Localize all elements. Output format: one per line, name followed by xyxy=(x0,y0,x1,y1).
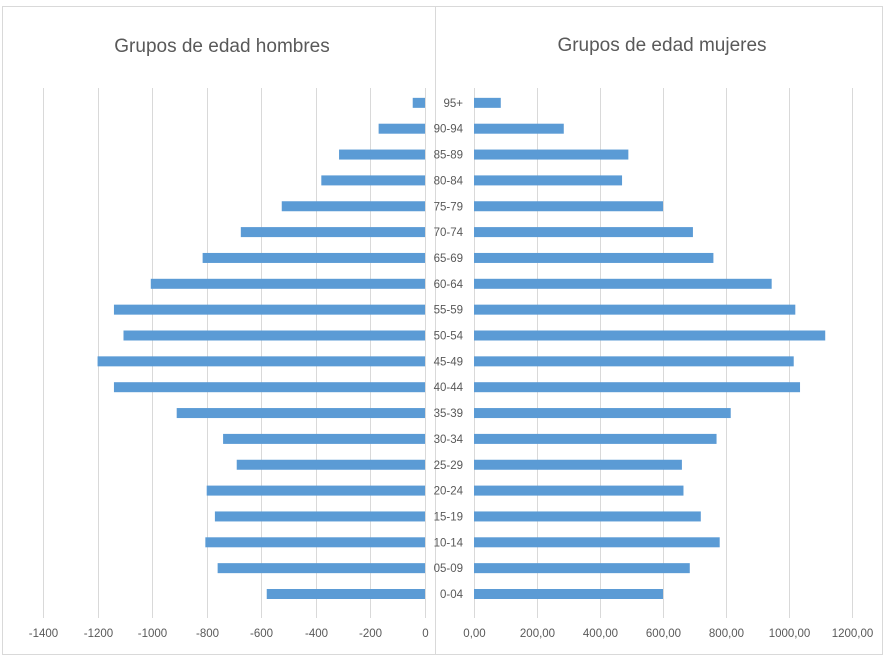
left-bar xyxy=(202,252,425,263)
right-bar xyxy=(474,511,701,522)
right-bar xyxy=(474,304,796,315)
age-group-label: 30-34 xyxy=(434,434,464,446)
right-x-tick-label: 400,00 xyxy=(583,628,618,640)
left-bar xyxy=(150,278,425,289)
left-bar xyxy=(176,408,425,419)
right-x-tick-label: 200,00 xyxy=(520,628,555,640)
right-x-tick-label: 1200,00 xyxy=(832,628,874,640)
left-bar xyxy=(266,589,425,599)
right-bar xyxy=(474,227,693,238)
left-x-tick-label: -1200 xyxy=(84,628,113,640)
right-bar xyxy=(474,278,772,289)
right-bar xyxy=(474,485,684,496)
left-bar xyxy=(236,459,425,470)
right-bar xyxy=(474,408,731,419)
age-group-label: 85-89 xyxy=(434,150,463,162)
right-bar xyxy=(474,330,826,341)
left-bar xyxy=(113,382,425,393)
age-group-label: 15-19 xyxy=(434,511,463,523)
left-chart-title: Grupos de edad hombres xyxy=(114,36,329,57)
right-bar xyxy=(474,433,717,444)
left-bar xyxy=(240,227,425,238)
age-group-label: 45-49 xyxy=(434,356,463,368)
left-bar xyxy=(339,149,425,160)
left-x-tick-label: 0 xyxy=(422,628,428,640)
left-bar xyxy=(214,511,425,522)
age-group-label: 60-64 xyxy=(434,279,464,291)
age-group-label: 50-54 xyxy=(434,331,464,343)
left-bar xyxy=(113,304,425,315)
right-bar xyxy=(474,459,682,470)
age-group-label: 35-39 xyxy=(434,408,463,420)
labels: Grupos de edad hombres Grupos de edad mu… xyxy=(29,35,874,640)
left-bar xyxy=(206,485,425,496)
age-group-label: 75-79 xyxy=(434,201,463,213)
right-bar xyxy=(474,537,720,548)
left-bar xyxy=(412,97,425,108)
right-bar xyxy=(474,175,623,186)
age-group-label: 70-74 xyxy=(434,227,464,239)
right-x-tick-label: 0,00 xyxy=(463,628,485,640)
right-x-tick-label: 1000,00 xyxy=(769,628,811,640)
left-bar xyxy=(205,537,425,548)
right-chart-title: Grupos de edad mujeres xyxy=(557,35,766,56)
left-x-tick-label: -200 xyxy=(359,628,382,640)
left-x-tick-label: -1400 xyxy=(29,628,58,640)
age-group-label: 55-59 xyxy=(434,305,463,317)
right-x-tick-label: 800,00 xyxy=(709,628,744,640)
right-bar xyxy=(474,97,501,108)
right-x-tick-label: 600,00 xyxy=(646,628,681,640)
left-bar xyxy=(281,201,425,212)
age-group-label: 10-14 xyxy=(434,537,464,549)
age-group-label: 25-29 xyxy=(434,460,463,472)
right-bar xyxy=(474,382,801,393)
age-group-label: 80-84 xyxy=(434,175,464,187)
right-bar xyxy=(474,563,690,574)
age-group-label: 20-24 xyxy=(434,486,464,498)
left-x-tick-label: -1000 xyxy=(138,628,167,640)
bars xyxy=(97,97,826,599)
right-bar xyxy=(474,589,663,599)
left-x-tick-label: -400 xyxy=(305,628,328,640)
left-bar xyxy=(378,123,425,134)
left-bar xyxy=(223,433,425,444)
right-bar xyxy=(474,356,794,367)
age-group-label: 05-09 xyxy=(434,563,463,575)
right-bar xyxy=(474,252,714,263)
right-bar xyxy=(474,149,629,160)
left-x-tick-label: -800 xyxy=(196,628,219,640)
age-group-label: 95+ xyxy=(443,98,463,110)
left-bar xyxy=(217,563,425,574)
left-bar xyxy=(97,356,426,367)
left-bar xyxy=(123,330,425,341)
age-group-label: 0-04 xyxy=(440,589,464,601)
right-bar xyxy=(474,201,663,212)
right-bar xyxy=(474,123,564,134)
left-bar xyxy=(321,175,425,186)
left-x-tick-label: -600 xyxy=(250,628,273,640)
age-group-label: 65-69 xyxy=(434,253,463,265)
age-group-label: 40-44 xyxy=(434,382,464,394)
age-group-label: 90-94 xyxy=(434,124,464,136)
